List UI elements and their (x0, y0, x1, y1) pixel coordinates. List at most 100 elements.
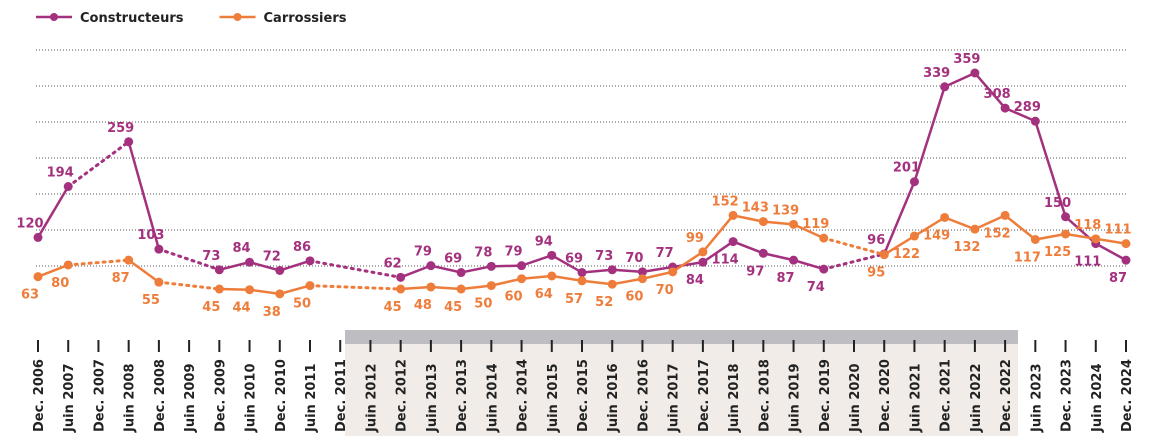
data-point (245, 285, 254, 294)
data-point (578, 276, 587, 285)
x-tick-label: Dec. 2017 (697, 359, 712, 432)
data-label: 45 (444, 300, 462, 315)
data-label: 48 (414, 298, 432, 313)
data-point (306, 281, 315, 290)
x-tick-label: Juin 2015 (546, 363, 561, 433)
data-point (970, 69, 979, 78)
data-label: 55 (142, 293, 160, 308)
data-label: 62 (384, 256, 402, 271)
data-point (487, 262, 496, 271)
data-label: 69 (444, 252, 462, 267)
x-tick-label: Juin 2009 (183, 363, 198, 433)
data-label: 87 (112, 271, 130, 286)
data-point (608, 265, 617, 274)
data-point (426, 282, 435, 291)
data-point (215, 265, 224, 274)
data-point (245, 258, 254, 267)
data-point (154, 245, 163, 254)
data-label: 45 (202, 300, 220, 315)
data-label: 122 (893, 247, 920, 262)
data-label: 87 (777, 271, 795, 286)
data-point (910, 177, 919, 186)
x-tick-label: Dec. 2015 (576, 359, 591, 432)
x-tick-label: Juin 2022 (969, 363, 984, 433)
data-label: 78 (474, 245, 492, 260)
x-tick-label: Juin 2012 (364, 363, 379, 433)
data-point (789, 220, 798, 229)
data-label: 44 (233, 301, 251, 316)
data-point (698, 247, 707, 256)
data-point (819, 265, 828, 274)
x-tick-label: Juin 2014 (485, 363, 500, 433)
data-label: 74 (807, 280, 825, 295)
data-label: 99 (686, 231, 704, 246)
x-tick-label: Dec. 2023 (1060, 359, 1075, 432)
data-point (487, 281, 496, 290)
chart: ConstructeursCarrossiers Dec. 2006Juin 2… (0, 0, 1153, 436)
x-tick-label: Dec. 2011 (334, 359, 349, 432)
data-point (547, 251, 556, 260)
data-label: 63 (21, 288, 39, 303)
data-point (668, 267, 677, 276)
data-point (64, 260, 73, 269)
x-tick-label: Juin 2017 (667, 363, 682, 433)
data-point (396, 273, 405, 282)
data-point (970, 225, 979, 234)
data-point (306, 256, 315, 265)
data-label: 194 (47, 166, 74, 181)
data-point (729, 211, 738, 220)
data-point (1031, 235, 1040, 244)
data-point (940, 213, 949, 222)
data-point (1031, 117, 1040, 126)
legend-label: Carrossiers (264, 11, 347, 26)
x-tick-label: Juin 2013 (425, 363, 440, 433)
data-label: 201 (893, 161, 920, 176)
data-label: 87 (1109, 271, 1127, 286)
data-point (608, 280, 617, 289)
x-tick-label: Dec. 2013 (455, 359, 470, 432)
data-point (34, 272, 43, 281)
x-tick-label: Dec. 2007 (92, 359, 107, 432)
data-label: 64 (535, 287, 553, 302)
data-label: 149 (923, 228, 950, 243)
data-point (517, 274, 526, 283)
data-label: 50 (293, 297, 311, 312)
data-label: 359 (953, 52, 980, 67)
data-point (1001, 211, 1010, 220)
x-tick-label: Juin 2011 (304, 363, 319, 433)
x-tick-label: Dec. 2019 (818, 359, 833, 432)
data-label: 84 (233, 241, 251, 256)
data-point (1061, 229, 1070, 238)
data-point (578, 268, 587, 277)
data-label: 150 (1044, 196, 1071, 211)
data-label: 52 (595, 295, 613, 310)
data-label: 60 (505, 290, 523, 305)
x-tick-label: Juin 2018 (727, 363, 742, 433)
data-label: 57 (565, 292, 583, 307)
data-point (940, 82, 949, 91)
data-point (64, 182, 73, 191)
x-tick-label: Dec. 2021 (939, 359, 954, 432)
x-tick-label: Juin 2007 (62, 363, 77, 433)
x-tick-label: Dec. 2012 (395, 359, 410, 432)
data-label: 339 (923, 66, 950, 81)
legend-dot (50, 13, 58, 21)
data-point (759, 217, 768, 226)
data-label: 38 (263, 305, 281, 320)
data-label: 95 (867, 266, 885, 281)
x-tick-label: Juin 2019 (788, 363, 803, 433)
x-tick-label: Dec. 2024 (1120, 359, 1135, 432)
data-label: 118 (1074, 218, 1101, 233)
data-point (124, 137, 133, 146)
data-label: 103 (137, 228, 164, 243)
data-point (729, 237, 738, 246)
x-tick-label: Dec. 2010 (274, 359, 289, 432)
x-tick-label: Dec. 2009 (213, 359, 228, 432)
x-tick-label: Juin 2021 (908, 363, 923, 433)
data-point (638, 274, 647, 283)
data-point (547, 271, 556, 280)
data-label: 73 (202, 249, 220, 264)
data-label: 111 (1074, 255, 1101, 270)
data-point (789, 256, 798, 265)
data-point (275, 289, 284, 298)
